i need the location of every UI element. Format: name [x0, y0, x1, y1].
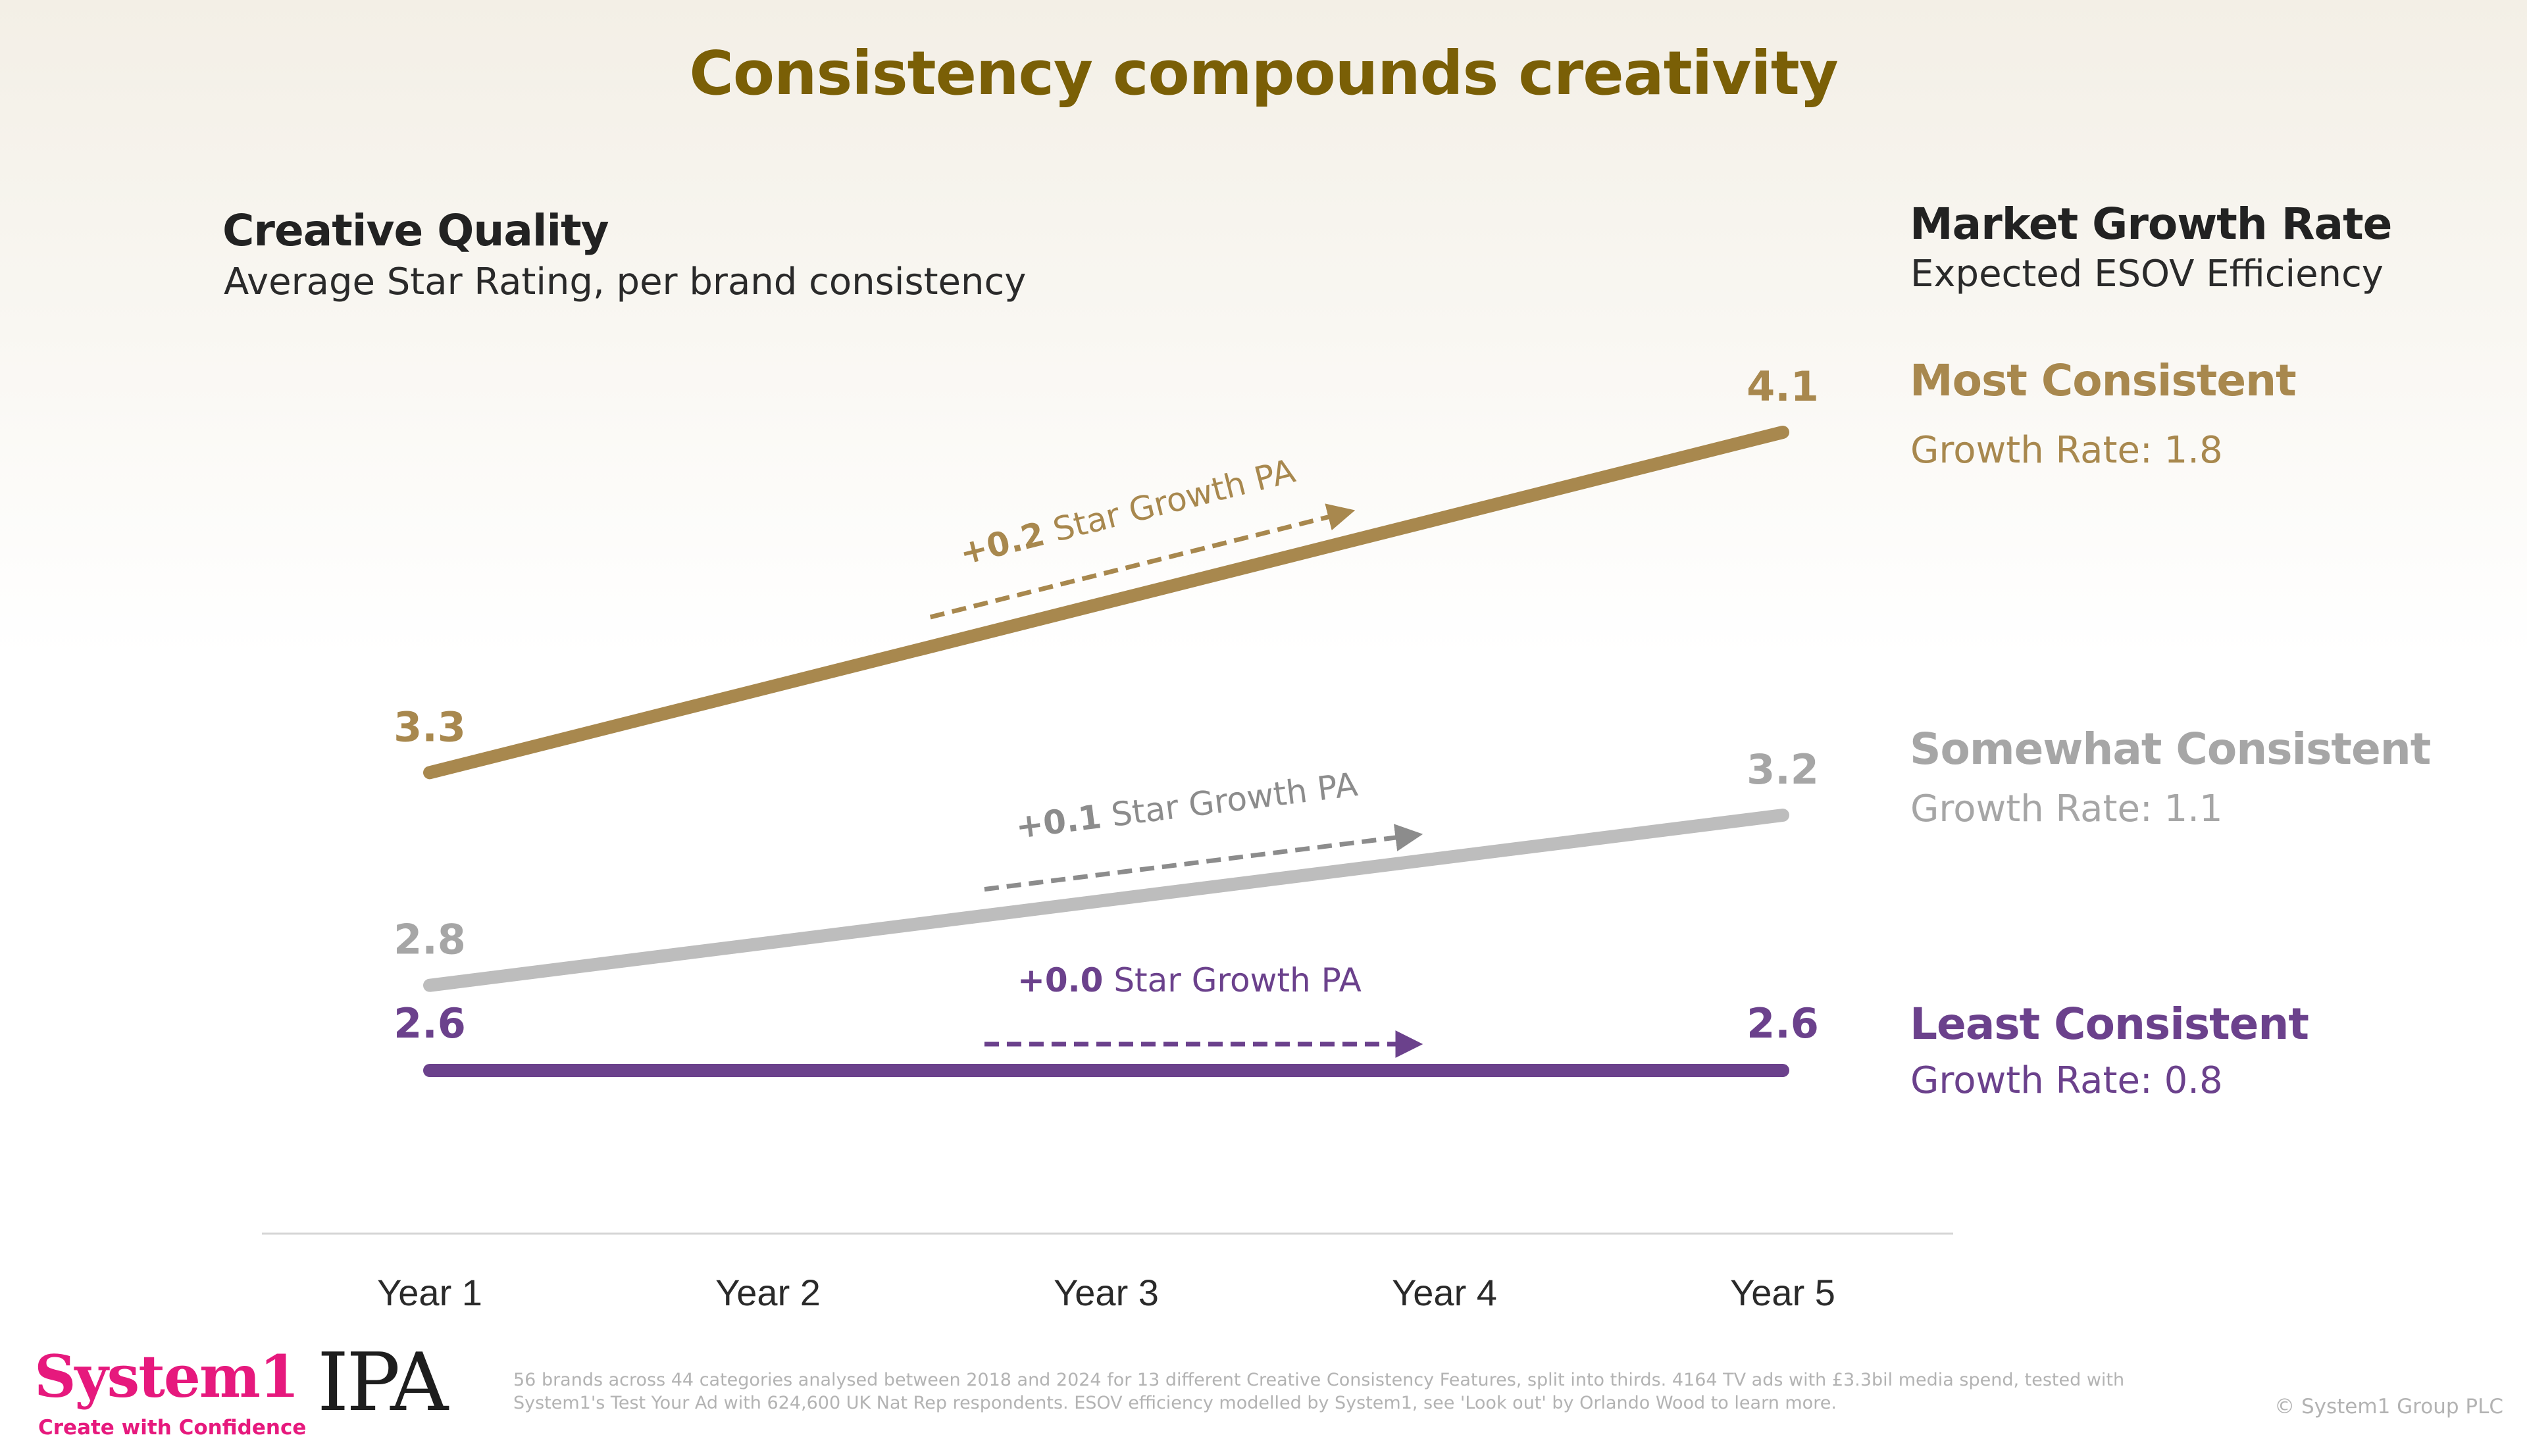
series-line-most-consistent	[423, 426, 1789, 780]
growth-label: Star Growth PA	[1099, 765, 1360, 836]
data-label-end: 4.1	[1747, 363, 1819, 411]
growth-arrow-somewhat-consistent	[984, 824, 1423, 892]
growth-value: +0.0	[1017, 961, 1103, 999]
group-name-least: Least Consistent	[1910, 999, 2309, 1049]
x-tick-label: Year 3	[1054, 1272, 1159, 1313]
series-line-somewhat-consistent	[423, 809, 1789, 992]
growth-value: +0.1	[1013, 797, 1104, 846]
page-title: Consistency compounds creativity	[689, 38, 1838, 109]
group-rate-somewhat: Growth Rate: 1.1	[1910, 788, 2223, 830]
x-tick-label: Year 5	[1730, 1272, 1835, 1313]
growth-value: +0.2	[956, 515, 1048, 572]
chart-heading: Creative Quality	[222, 205, 609, 256]
chart-subheading: Average Star Rating, per brand consisten…	[224, 261, 1027, 303]
growth-label: Star Growth PA	[1039, 452, 1299, 552]
group-name-most: Most Consistent	[1910, 355, 2297, 406]
group-rate-least: Growth Rate: 0.8	[1910, 1059, 2223, 1102]
group-name-somewhat: Somewhat Consistent	[1910, 724, 2431, 774]
growth-arrow-most-consistent	[929, 503, 1356, 620]
data-label-start: 2.8	[394, 916, 466, 964]
copyright: © System1 Group PLC	[2274, 1395, 2503, 1418]
growth-heading: Market Growth Rate	[1910, 199, 2392, 249]
system1-logo: System1	[34, 1342, 299, 1411]
x-tick-label: Year 2	[715, 1272, 821, 1313]
system1-tagline: Create with Confidence	[38, 1416, 307, 1440]
data-label-end: 2.6	[1747, 999, 1819, 1047]
group-rate-most: Growth Rate: 1.8	[1910, 429, 2223, 472]
growth-annotation-somewhat-consistent: +0.1 Star Growth PA	[1013, 765, 1360, 846]
data-label-start: 2.6	[394, 999, 466, 1047]
growth-label: Star Growth PA	[1103, 961, 1361, 999]
growth-subheading: Expected ESOV Efficiency	[1910, 253, 2384, 295]
growth-annotation-least-consistent: +0.0 Star Growth PA	[1017, 961, 1362, 999]
ipa-logo: IPA	[317, 1336, 448, 1429]
footnote: 56 brands across 44 categories analysed …	[513, 1370, 2125, 1413]
growth-annotation-most-consistent: +0.2 Star Growth PA	[956, 452, 1298, 573]
data-label-start: 3.3	[394, 703, 466, 751]
data-label-end: 3.2	[1747, 745, 1819, 793]
x-tick-label: Year 4	[1392, 1272, 1497, 1313]
x-tick-label: Year 1	[377, 1272, 482, 1313]
